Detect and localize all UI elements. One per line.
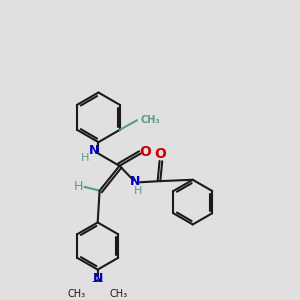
- Text: O: O: [154, 147, 166, 161]
- Text: CH₃: CH₃: [140, 115, 160, 125]
- Text: H: H: [134, 186, 142, 196]
- Text: O: O: [140, 145, 152, 159]
- Text: H: H: [81, 153, 89, 163]
- Text: CH₃: CH₃: [110, 290, 128, 299]
- Text: N: N: [92, 272, 103, 285]
- Text: N: N: [130, 175, 141, 188]
- Text: N: N: [89, 144, 99, 157]
- Text: CH₃: CH₃: [68, 290, 86, 299]
- Text: H: H: [74, 180, 83, 193]
